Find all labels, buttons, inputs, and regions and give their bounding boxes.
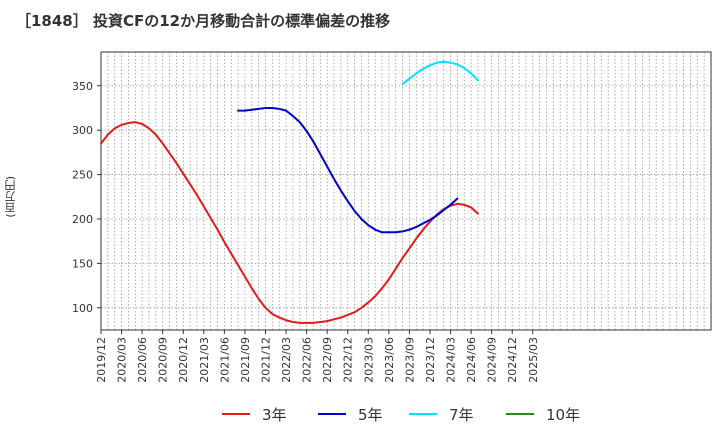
- x-tick-label: 2021/06: [218, 337, 231, 383]
- legend-label: 3年: [262, 405, 287, 424]
- x-tick-label: 2021/03: [198, 337, 211, 383]
- y-tick-label: 150: [72, 257, 93, 270]
- x-tick-label: 2021/09: [239, 337, 252, 383]
- x-tick-label: 2023/09: [403, 337, 416, 383]
- x-tick-label: 2022/03: [280, 337, 293, 383]
- legend-item: 10年: [506, 402, 580, 426]
- legend-item: 5年: [318, 402, 383, 426]
- plot-area: [101, 52, 711, 330]
- x-tick-label: 2019/12: [95, 337, 108, 383]
- x-tick-label: 2023/12: [424, 337, 437, 383]
- plot-frame: [100, 51, 712, 331]
- x-tick-label: 2024/03: [445, 337, 458, 383]
- y-tick-label: 300: [72, 124, 93, 137]
- x-tick-label: 2024/09: [486, 337, 499, 383]
- x-tick-label: 2023/03: [362, 337, 375, 383]
- legend: 3年 5年 7年 10年: [0, 402, 720, 426]
- x-tick-label: 2025/03: [527, 337, 540, 383]
- x-tick-label: 2024/12: [506, 337, 519, 383]
- x-tick-label: 2020/09: [157, 337, 170, 383]
- x-tick-label: 2020/12: [177, 337, 190, 383]
- x-tick-label: 2022/09: [321, 337, 334, 383]
- axes: 100 150 200 250 300 350 2019/12 2020/03 2020/06 2…: [72, 51, 712, 383]
- legend-swatch: [409, 413, 437, 415]
- legend-label: 7年: [449, 405, 474, 424]
- x-tick-label: 2023/06: [383, 337, 396, 383]
- legend-item: 3年: [222, 402, 287, 426]
- series-line: [237, 106, 459, 234]
- legend-swatch: [506, 413, 534, 415]
- y-tick-label: 200: [72, 213, 93, 226]
- series-lines: [100, 60, 479, 324]
- y-tick-label: 100: [72, 302, 93, 315]
- y-tick-label: 250: [72, 169, 93, 182]
- legend-label: 5年: [358, 405, 383, 424]
- series-line: [401, 60, 479, 85]
- chart-title: ［1848］ 投資CFの12か月移動合計の標準偏差の推移: [16, 12, 391, 30]
- x-tick-label: 2020/06: [136, 337, 149, 383]
- series-line: [100, 121, 479, 324]
- x-tick-label: 2022/12: [342, 337, 355, 383]
- x-tick-label: 2022/06: [301, 337, 314, 383]
- y-tick-label: 350: [72, 80, 93, 93]
- x-tick-label: 2020/03: [116, 337, 129, 383]
- legend-item: 7年: [409, 402, 474, 426]
- x-tick-label: 2021/12: [259, 337, 272, 383]
- legend-swatch: [318, 413, 346, 415]
- line-chart: 100 150 200 250 300 350 2019/12 2020/03 2020/06 2…: [72, 51, 712, 383]
- legend-label: 10年: [546, 405, 581, 424]
- gridlines: [100, 52, 712, 330]
- legend-swatch: [222, 413, 250, 415]
- x-tick-label: 2024/06: [465, 337, 478, 383]
